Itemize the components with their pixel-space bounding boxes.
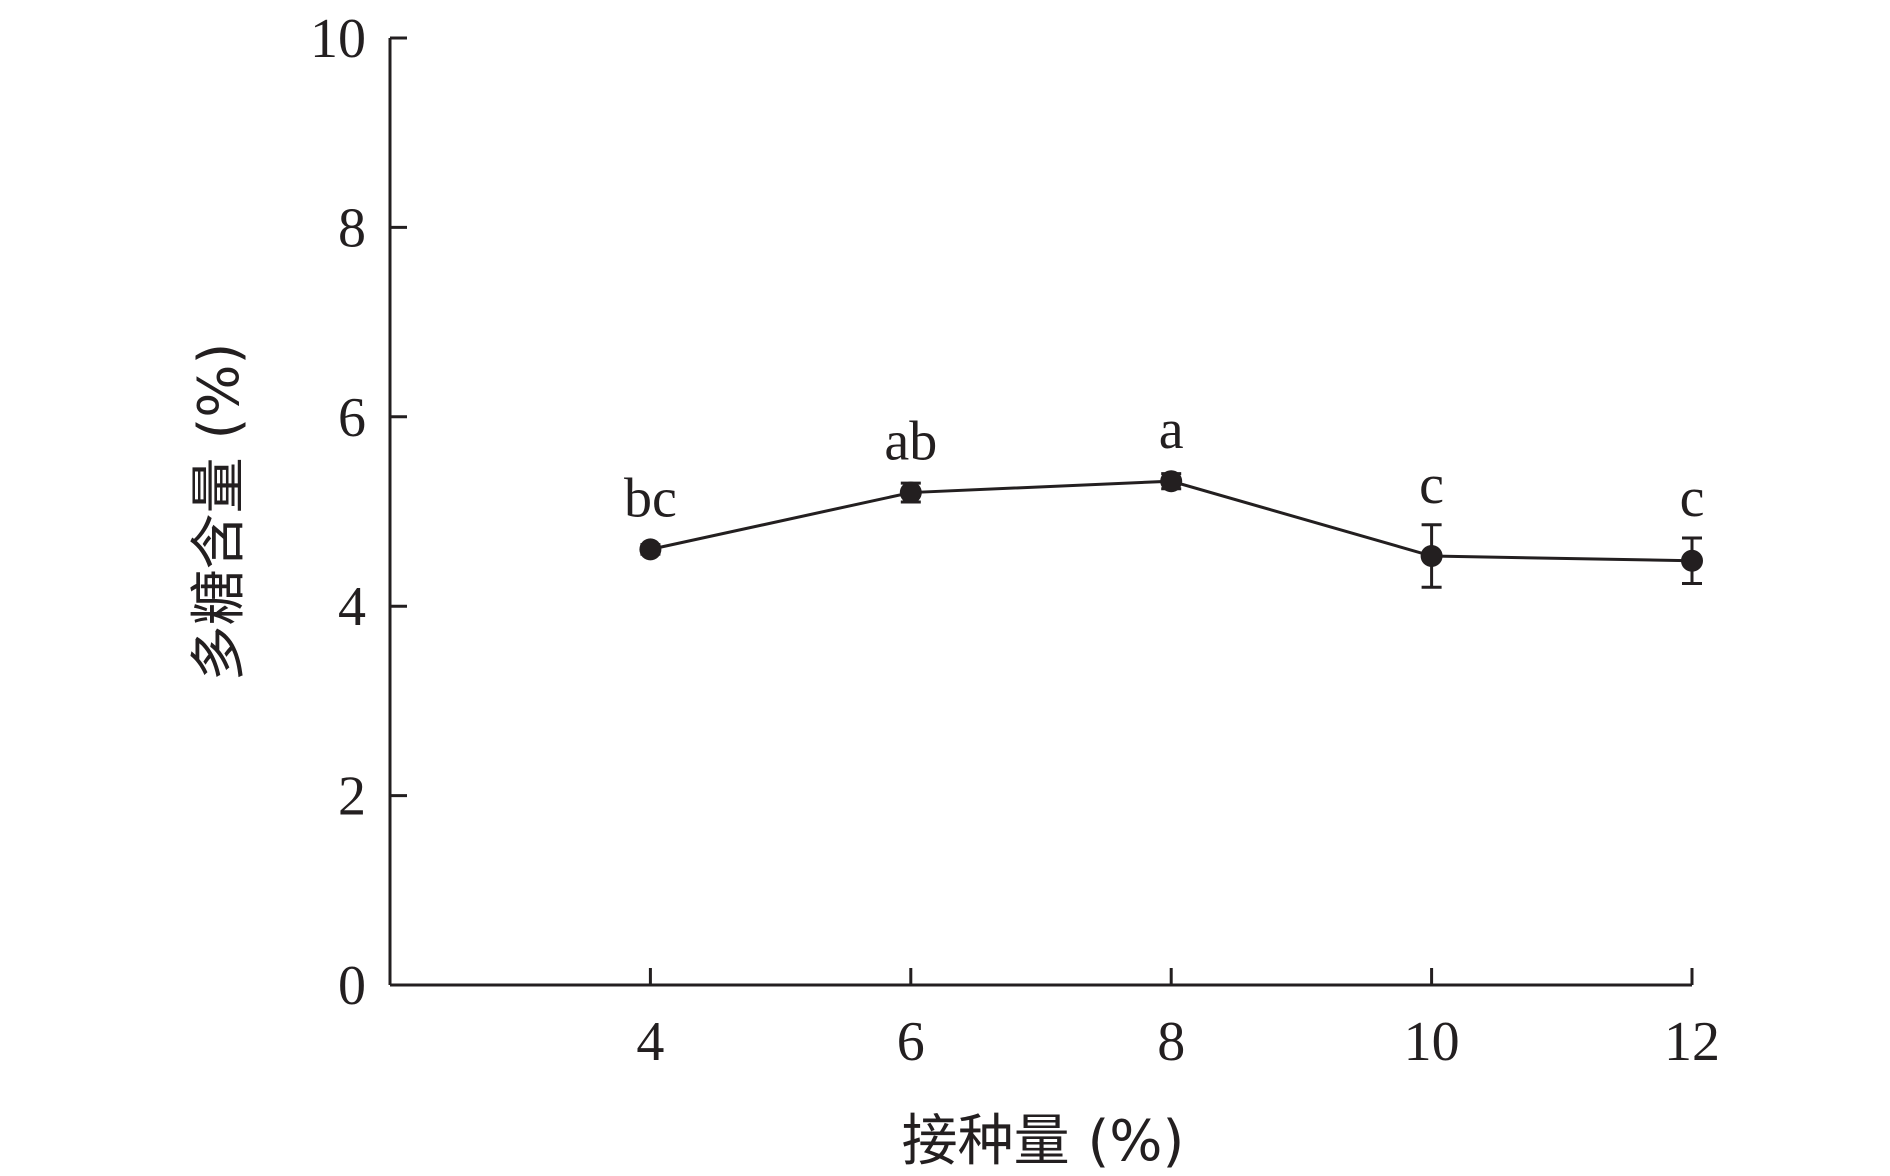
data-point: [1681, 549, 1703, 572]
significance-label: ab: [884, 411, 937, 473]
y-tick-label: 6: [338, 387, 366, 449]
significance-label: bc: [624, 467, 677, 529]
y-tick-label: 2: [338, 766, 366, 828]
x-tick-label: 12: [1664, 1011, 1720, 1073]
significance-label: c: [1419, 454, 1444, 516]
x-ticks: 4 6 8 10 12: [636, 968, 1720, 1073]
x-axis-title: 接种量 (%): [902, 1109, 1185, 1174]
significance-label: a: [1159, 399, 1184, 461]
x-tick-label: 6: [897, 1011, 925, 1073]
data-point: [899, 481, 922, 504]
plot-area: bc ab a c c: [624, 399, 1705, 589]
axes: [388, 38, 1692, 987]
data-point: [639, 538, 662, 561]
significance-label: c: [1680, 467, 1705, 529]
x-tick-label: 10: [1404, 1011, 1460, 1073]
y-tick-label: 8: [338, 197, 366, 259]
y-ticks: 0 2 4 6 8 10: [310, 8, 407, 1017]
y-tick-label: 10: [310, 8, 366, 70]
x-tick-label: 4: [636, 1011, 664, 1073]
x-tick-label: 8: [1157, 1011, 1185, 1073]
data-point: [1420, 545, 1443, 568]
y-tick-label: 0: [338, 955, 366, 1017]
y-axis-title: 多糖含量 (%): [187, 343, 252, 682]
y-tick-label: 4: [338, 576, 366, 638]
data-point: [1160, 470, 1183, 493]
series-line: [650, 479, 1693, 563]
